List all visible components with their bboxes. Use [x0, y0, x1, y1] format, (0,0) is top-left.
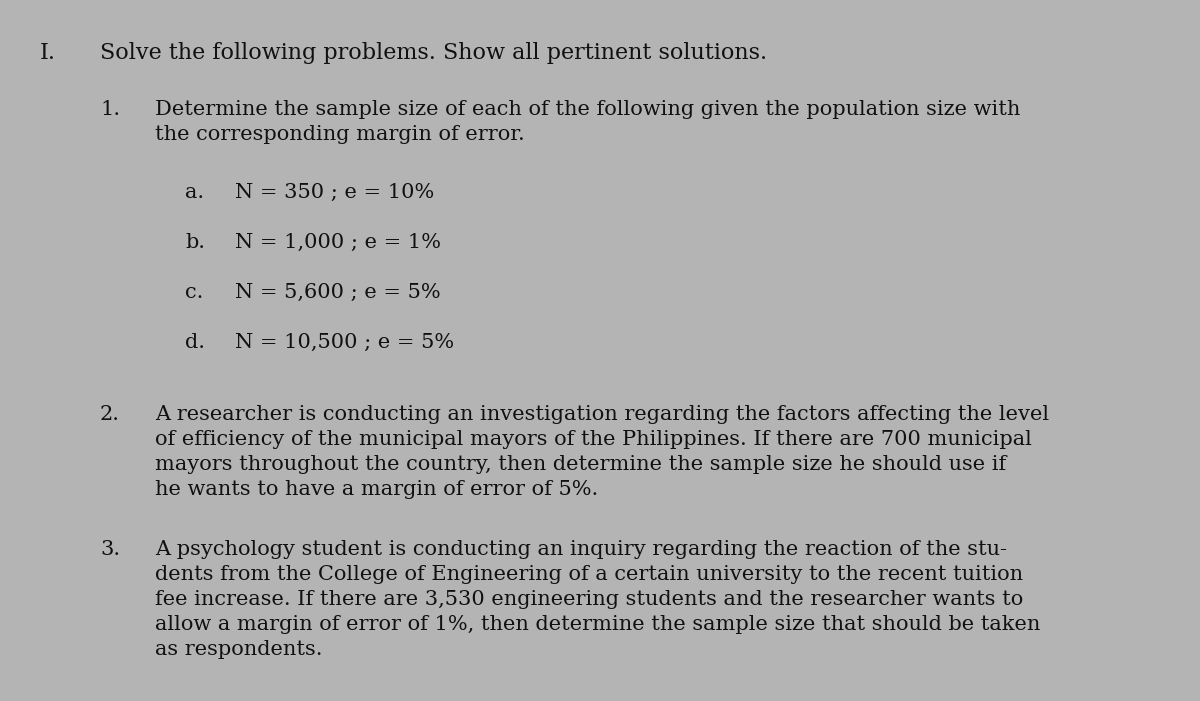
Text: Determine the sample size of each of the following given the population size wit: Determine the sample size of each of the…: [155, 100, 1020, 119]
Text: as respondents.: as respondents.: [155, 640, 323, 659]
Text: A psychology student is conducting an inquiry regarding the reaction of the stu-: A psychology student is conducting an in…: [155, 540, 1007, 559]
Text: allow a margin of error of 1%, then determine the sample size that should be tak: allow a margin of error of 1%, then dete…: [155, 615, 1040, 634]
Text: a.: a.: [185, 183, 204, 202]
Text: fee increase. If there are 3,530 engineering students and the researcher wants t: fee increase. If there are 3,530 enginee…: [155, 590, 1024, 609]
Text: d.: d.: [185, 333, 205, 352]
Text: mayors throughout the country, then determine the sample size he should use if: mayors throughout the country, then dete…: [155, 455, 1007, 474]
Text: 3.: 3.: [100, 540, 120, 559]
Text: N = 10,500 ; e = 5%: N = 10,500 ; e = 5%: [235, 333, 454, 352]
Text: Solve the following problems. Show all pertinent solutions.: Solve the following problems. Show all p…: [100, 42, 767, 64]
Text: N = 1,000 ; e = 1%: N = 1,000 ; e = 1%: [235, 233, 442, 252]
Text: 2.: 2.: [100, 405, 120, 424]
Text: b.: b.: [185, 233, 205, 252]
Text: dents from the College of Engineering of a certain university to the recent tuit: dents from the College of Engineering of…: [155, 565, 1024, 584]
Text: I.: I.: [40, 42, 56, 64]
Text: N = 350 ; e = 10%: N = 350 ; e = 10%: [235, 183, 434, 202]
Text: the corresponding margin of error.: the corresponding margin of error.: [155, 125, 524, 144]
Text: A researcher is conducting an investigation regarding the factors affecting the : A researcher is conducting an investigat…: [155, 405, 1049, 424]
Text: c.: c.: [185, 283, 203, 302]
Text: he wants to have a margin of error of 5%.: he wants to have a margin of error of 5%…: [155, 480, 599, 499]
Text: 1.: 1.: [100, 100, 120, 119]
Text: N = 5,600 ; e = 5%: N = 5,600 ; e = 5%: [235, 283, 440, 302]
Text: of efficiency of the municipal mayors of the Philippines. If there are 700 munic: of efficiency of the municipal mayors of…: [155, 430, 1032, 449]
